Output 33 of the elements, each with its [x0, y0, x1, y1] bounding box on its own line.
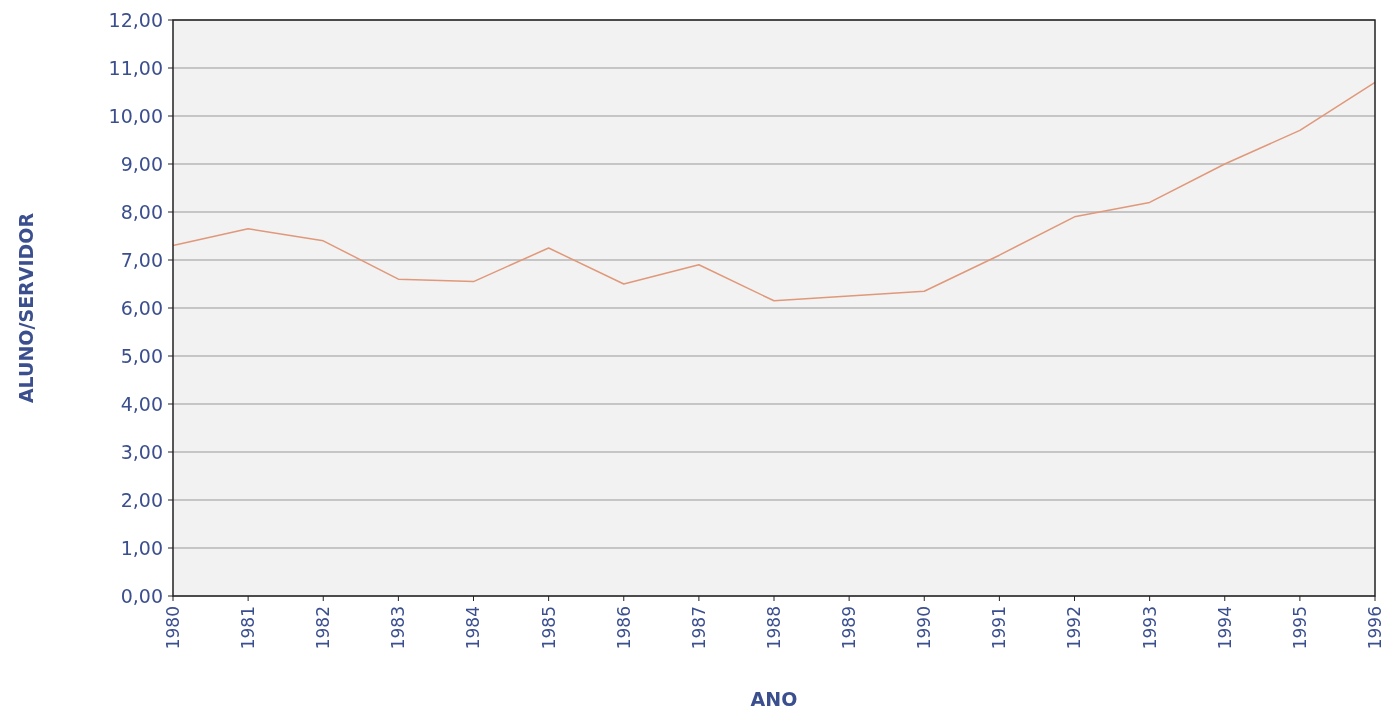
x-tick-label: 1983	[388, 606, 409, 650]
x-tick-label: 1982	[313, 606, 334, 650]
x-tick-label: 1990	[914, 606, 935, 650]
x-tick-label: 1996	[1364, 606, 1385, 650]
y-tick-label: 12,00	[108, 8, 163, 31]
x-tick-label: 1991	[989, 606, 1010, 650]
y-tick-label: 6,00	[120, 296, 163, 319]
x-tick-label: 1980	[162, 606, 183, 650]
x-tick-label: 1987	[688, 606, 709, 650]
y-tick-label: 8,00	[120, 200, 163, 223]
y-tick-label: 4,00	[120, 392, 163, 415]
x-axis-title: ANO	[750, 688, 798, 710]
x-tick-label: 1988	[763, 606, 784, 650]
line-series	[172, 81, 1376, 302]
x-tick-label: 1984	[463, 606, 484, 650]
x-tick-label: 1986	[613, 606, 634, 650]
y-tick-label: 0,00	[120, 584, 163, 607]
x-tick-label: 1989	[839, 606, 860, 650]
y-tick-label: 10,00	[108, 104, 163, 127]
y-tick-label: 11,00	[108, 56, 163, 79]
y-tick-label: 7,00	[120, 248, 163, 271]
x-tick-label: 1992	[1064, 606, 1085, 650]
x-tick-label: 1993	[1139, 606, 1160, 650]
y-tick-label: 9,00	[120, 152, 163, 175]
y-axis-title: ALUNO/SERVIDOR	[15, 212, 37, 404]
y-tick-label: 2,00	[120, 488, 163, 511]
x-tick-label: 1994	[1214, 606, 1235, 650]
x-tick-label: 1985	[538, 606, 559, 650]
x-tick-label: 1981	[238, 606, 259, 650]
x-tick-label: 1995	[1289, 606, 1310, 650]
y-tick-label: 1,00	[120, 536, 163, 559]
y-tick-label: 5,00	[120, 344, 163, 367]
y-tick-label: 3,00	[120, 440, 163, 463]
